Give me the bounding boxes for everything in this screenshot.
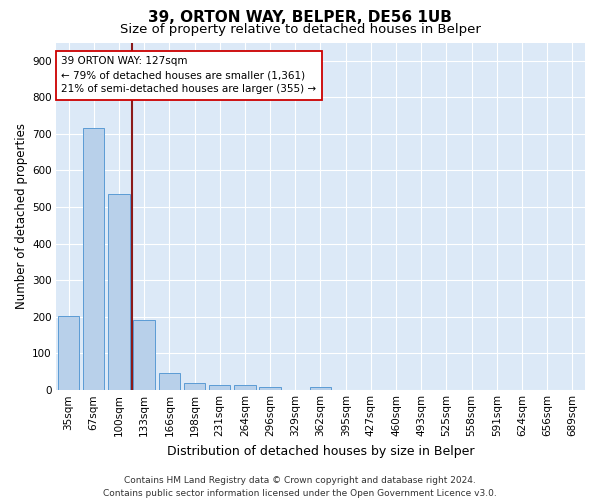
Bar — [209, 385, 230, 390]
Bar — [58, 316, 79, 390]
Bar — [108, 194, 130, 390]
Y-axis label: Number of detached properties: Number of detached properties — [15, 123, 28, 309]
Bar — [234, 386, 256, 390]
Bar — [133, 320, 155, 390]
Text: 39, ORTON WAY, BELPER, DE56 1UB: 39, ORTON WAY, BELPER, DE56 1UB — [148, 10, 452, 25]
Bar — [158, 373, 180, 390]
Text: Size of property relative to detached houses in Belper: Size of property relative to detached ho… — [119, 22, 481, 36]
X-axis label: Distribution of detached houses by size in Belper: Distribution of detached houses by size … — [167, 444, 474, 458]
Text: Contains HM Land Registry data © Crown copyright and database right 2024.
Contai: Contains HM Land Registry data © Crown c… — [103, 476, 497, 498]
Bar — [259, 387, 281, 390]
Bar — [184, 382, 205, 390]
Bar — [310, 386, 331, 390]
Text: 39 ORTON WAY: 127sqm
← 79% of detached houses are smaller (1,361)
21% of semi-de: 39 ORTON WAY: 127sqm ← 79% of detached h… — [61, 56, 316, 94]
Bar — [83, 128, 104, 390]
